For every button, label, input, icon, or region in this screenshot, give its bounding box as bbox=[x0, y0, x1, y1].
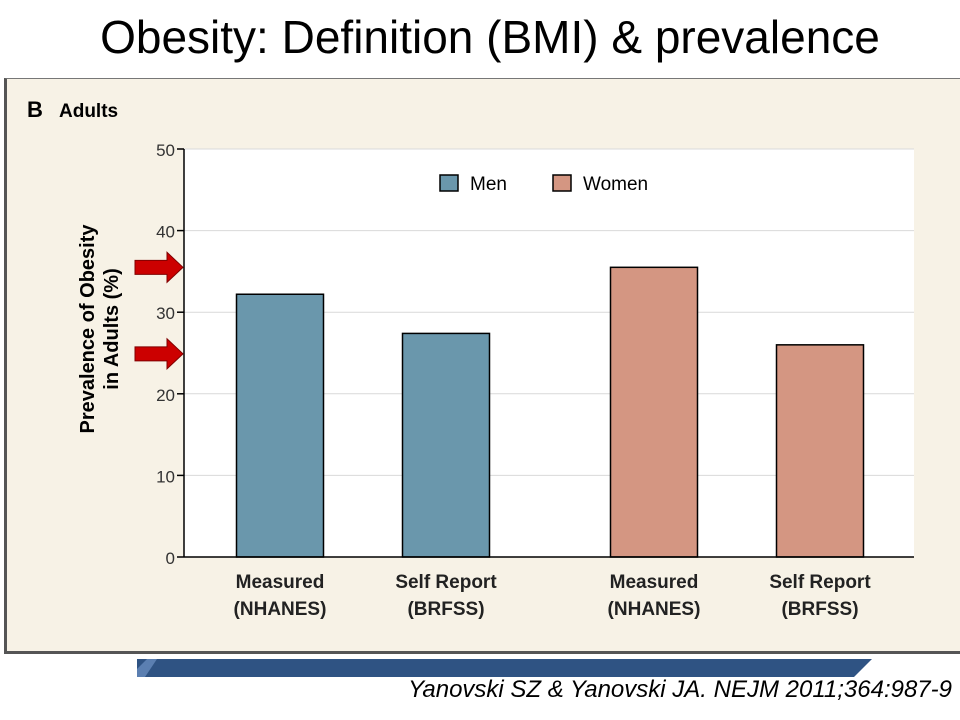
bar-chart: 0 10 20 30 40 50 B Adults Prevalence of Obesi… bbox=[27, 97, 914, 620]
bar-layer bbox=[235, 266, 865, 558]
decorative-banner bbox=[137, 659, 872, 677]
y-tick-label: 30 bbox=[156, 304, 175, 323]
y-tick-label: 0 bbox=[166, 549, 175, 568]
y-tick-label: 50 bbox=[156, 141, 175, 160]
category-label-layer: Measured (NHANES) Self Report (BRFSS) Measur… bbox=[234, 572, 872, 620]
category-label: Self Report bbox=[395, 572, 497, 593]
red-arrow-icon bbox=[134, 337, 184, 370]
legend-label-women: Women bbox=[583, 174, 648, 195]
bar-women-3 bbox=[775, 344, 865, 558]
y-tick-label: 40 bbox=[156, 223, 175, 242]
category-label: (BRFSS) bbox=[407, 599, 484, 620]
category-label: (NHANES) bbox=[234, 599, 327, 620]
bar-women-2 bbox=[609, 266, 699, 558]
y-tick-label: 20 bbox=[156, 386, 175, 405]
category-label: Measured bbox=[610, 572, 699, 593]
category-label: (BRFSS) bbox=[781, 599, 858, 620]
bar-men-0 bbox=[235, 293, 325, 558]
legend-label-men: Men bbox=[470, 174, 507, 195]
slide-title: Obesity: Definition (BMI) & prevalence bbox=[100, 11, 880, 63]
y-axis-label-line1: Prevalence of Obesity bbox=[77, 224, 99, 434]
bar-men-1 bbox=[401, 332, 491, 558]
category-label: Measured bbox=[236, 572, 325, 593]
legend-swatch-men bbox=[439, 174, 459, 192]
red-arrow-icon bbox=[134, 251, 184, 284]
figure-panel: 0 10 20 30 40 50 B Adults Prevalence of Obesi… bbox=[4, 78, 960, 654]
citation: Yanovski SZ & Yanovski JA. NEJM 2011;364… bbox=[408, 676, 952, 703]
axis-layer: 0 10 20 30 40 50 bbox=[156, 141, 914, 568]
panel-title: Adults bbox=[59, 101, 118, 122]
panel-letter: B bbox=[27, 97, 43, 122]
category-label: (NHANES) bbox=[608, 599, 701, 620]
annotation-arrow-layer bbox=[134, 251, 184, 370]
category-label: Self Report bbox=[769, 572, 871, 593]
y-axis-label: Prevalence of Obesity in Adults (%) bbox=[77, 224, 123, 434]
y-tick-label: 10 bbox=[156, 467, 175, 486]
legend-swatch-women bbox=[552, 174, 572, 192]
y-axis-label-line2: in Adults (%) bbox=[101, 268, 123, 389]
legend: Men Women bbox=[439, 174, 648, 195]
